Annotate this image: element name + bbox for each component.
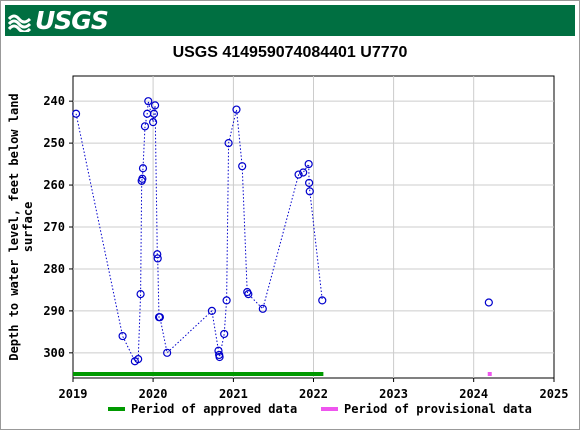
usgs-wave-icon [8, 14, 32, 32]
x-tick-label: 2022 [299, 387, 328, 401]
legend-provisional-swatch [321, 407, 338, 411]
data-point [140, 122, 150, 131]
data-point [222, 296, 231, 305]
x-tick-label: 2020 [139, 387, 168, 401]
data-point [138, 164, 148, 173]
x-tick-labels: 2019 2020 2021 2022 2023 2024 2025 [59, 387, 569, 401]
y-axis-title-line-1: Depth to water level, feet below land [7, 93, 21, 360]
y-tick-label: 290 [43, 304, 65, 318]
data-point [294, 170, 303, 179]
usgs-logo-text: USGS [35, 6, 109, 35]
data-point [484, 298, 493, 307]
x-tick-label: 2025 [540, 387, 569, 401]
data-point [244, 290, 253, 299]
data-point [153, 254, 162, 263]
data-point [163, 348, 172, 357]
data-point [155, 313, 164, 322]
y-tick-label: 280 [43, 262, 65, 276]
x-tick-label: 2024 [459, 387, 488, 401]
data-point [134, 355, 143, 364]
y-axis-title-line-2: surface [21, 202, 35, 253]
y-tick-label: 240 [43, 94, 65, 108]
grid-lines [69, 76, 555, 382]
data-point [224, 139, 233, 148]
x-tick-label: 2019 [59, 387, 88, 401]
data-point [207, 306, 217, 315]
data-point [220, 329, 229, 339]
y-axis-title: Depth to water level, feet below land su… [7, 93, 35, 360]
legend: Period of approved data Period of provis… [108, 402, 532, 416]
data-point [150, 101, 160, 110]
data-point [138, 174, 147, 183]
x-tick-label: 2021 [219, 387, 248, 401]
legend-provisional-label: Period of provisional data [344, 402, 532, 416]
data-point [149, 109, 159, 118]
data-point [238, 162, 247, 171]
data-point [318, 296, 327, 305]
period-bar-0 [73, 372, 324, 376]
data-point [304, 159, 313, 169]
data-point [299, 168, 308, 177]
y-tick-label: 250 [43, 136, 65, 150]
data-point [305, 187, 314, 196]
legend-approved-label: Period of approved data [131, 402, 297, 416]
data-point [136, 290, 145, 299]
chart-title: USGS 414959074084401 U7770 [172, 44, 408, 61]
data-point [232, 105, 241, 114]
legend-approved-swatch [108, 407, 125, 411]
data-point [305, 178, 314, 188]
x-tick-label: 2023 [379, 387, 408, 401]
y-tick-label: 300 [43, 346, 65, 360]
period-bars [73, 372, 492, 376]
data-points [71, 97, 493, 366]
data-point [215, 352, 224, 362]
y-tick-label: 270 [43, 220, 65, 234]
data-point [71, 109, 81, 118]
usgs-header-bar: USGS [5, 5, 575, 36]
period-bar-1 [487, 372, 492, 376]
data-point [148, 118, 158, 127]
data-point [144, 97, 153, 106]
data-point [258, 304, 267, 313]
data-point [153, 250, 162, 259]
y-tick-labels: 240 250 260 270 280 290 300 [43, 94, 65, 360]
y-tick-label: 260 [43, 178, 65, 192]
data-point [118, 331, 127, 341]
